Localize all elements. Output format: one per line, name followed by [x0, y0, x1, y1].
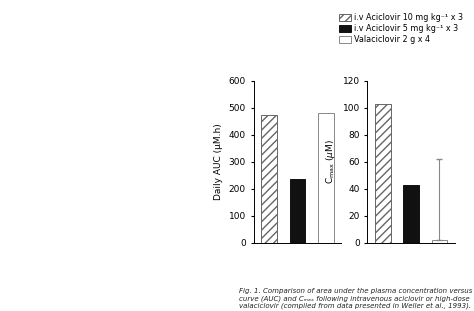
Bar: [375, 104, 391, 243]
Y-axis label: Daily AUC (μM.h): Daily AUC (μM.h): [214, 123, 223, 200]
Bar: [290, 179, 305, 243]
Bar: [432, 240, 447, 243]
Legend: i.v Aciclovir 10 mg kg⁻¹ x 3, i.v Aciclovir 5 mg kg⁻¹ x 3, Valaciclovir 2 g x 4: i.v Aciclovir 10 mg kg⁻¹ x 3, i.v Aciclo…: [339, 13, 463, 44]
Y-axis label: C$_{\rm max}$ ($\mu$M): C$_{\rm max}$ ($\mu$M): [324, 139, 337, 184]
Bar: [318, 113, 334, 243]
Bar: [403, 185, 419, 243]
Bar: [261, 114, 277, 243]
Text: Fig. 1. Comparison of area under the plasma concentration versus time
curve (AUC: Fig. 1. Comparison of area under the pla…: [239, 288, 474, 309]
